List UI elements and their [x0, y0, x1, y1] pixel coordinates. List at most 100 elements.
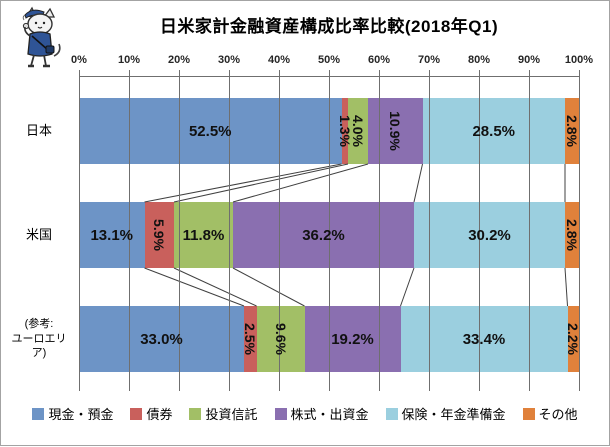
series-connector-line — [173, 163, 349, 203]
category-label-line: ユーロエリア) — [11, 332, 67, 360]
bar-segment-4: 19.2% — [304, 306, 401, 372]
legend-label: 現金・預金 — [48, 407, 114, 422]
data-label: 19.2% — [331, 330, 374, 348]
x-axis-tick-label: 70% — [417, 54, 441, 66]
axis-tickmark — [279, 70, 280, 76]
gridline — [179, 76, 180, 391]
bar-segment-3: 11.8% — [174, 202, 233, 268]
legend-swatch — [32, 407, 45, 420]
bar-segment-3: 4.0% — [348, 98, 368, 164]
data-label: 36.2% — [302, 226, 345, 244]
bar-segment-1: 33.0% — [79, 306, 244, 372]
data-label: 2.8% — [564, 219, 580, 251]
gridline — [479, 76, 480, 391]
axis-tickmark — [329, 70, 330, 76]
data-label: 30.2% — [468, 226, 511, 244]
x-axis-tick-label: 90% — [517, 54, 541, 66]
axis-tickmark — [479, 70, 480, 76]
bar-segment-5: 28.5% — [422, 98, 565, 164]
bar-segment-2: 5.9% — [144, 202, 174, 268]
gridline — [79, 76, 80, 391]
bar-segment-4: 36.2% — [233, 202, 414, 268]
legend-item: 現金・預金 — [32, 404, 113, 423]
x-axis-tick-label: 30% — [217, 54, 241, 66]
series-connector-line — [413, 163, 423, 203]
bar-segment-1: 13.1% — [79, 202, 145, 268]
legend-item: 保険・年金準備金 — [385, 404, 506, 423]
legend-swatch — [274, 407, 287, 420]
x-axis-tick-label: 10% — [117, 54, 141, 66]
category-label: 日本 — [7, 98, 71, 164]
gridline — [429, 76, 430, 391]
bar-segment-1: 52.5% — [79, 98, 342, 164]
data-label: 4.0% — [350, 115, 366, 147]
category-label-line: 米国 — [25, 227, 52, 243]
axis-tickmark — [429, 70, 430, 76]
axis-tickmark — [379, 70, 380, 76]
bar-segment-5: 33.4% — [400, 306, 568, 372]
category-label-line: 日本 — [25, 123, 52, 139]
axis-tickmark — [129, 70, 130, 76]
x-axis-tick-label: 50% — [317, 54, 341, 66]
legend-swatch — [130, 407, 143, 420]
x-axis-tick-label: 0% — [71, 54, 87, 66]
data-label: 2.8% — [564, 115, 580, 147]
data-label: 11.8% — [182, 226, 225, 244]
bar-segment-3: 9.6% — [256, 306, 305, 372]
gridline — [129, 76, 130, 391]
axis-tickmark — [179, 70, 180, 76]
legend-swatch — [385, 407, 398, 420]
data-label: 33.0% — [140, 330, 183, 348]
legend-swatch — [522, 407, 535, 420]
legend-label: 保険・年金準備金 — [401, 407, 506, 422]
bar-segment-6: 2.8% — [564, 98, 580, 164]
legend-item: 株式・出資金 — [274, 404, 369, 423]
data-label: 52.5% — [188, 122, 232, 140]
x-axis-tick-label: 20% — [167, 54, 191, 66]
data-label: 13.1% — [90, 226, 134, 244]
legend-item: その他 — [522, 404, 578, 423]
gridline — [529, 76, 530, 391]
legend-label: 株式・出資金 — [290, 407, 369, 422]
bar-segment-6: 2.2% — [565, 306, 581, 372]
legend-label: 投資信託 — [205, 407, 258, 422]
data-label: 28.5% — [472, 122, 516, 140]
bar-segment-2: 1.3% — [337, 98, 353, 164]
gridline — [579, 76, 580, 391]
legend-item: 債券 — [130, 404, 172, 423]
axis-tickmark — [529, 70, 530, 76]
bar-segment-6: 2.8% — [564, 202, 580, 268]
legend-swatch — [189, 407, 202, 420]
legend-label: その他 — [538, 407, 578, 422]
cat-mascot-icon — [14, 6, 66, 72]
series-connector-line — [144, 163, 342, 203]
legend-label: 債券 — [146, 407, 173, 422]
axis-line — [79, 76, 579, 77]
legend: 現金・預金 債券 投資信託 株式・出資金 保険・年金準備金 その他 — [7, 404, 603, 423]
series-connector-line — [232, 163, 369, 203]
axis-tickmark — [579, 70, 580, 76]
chart-title: 日米家計金融資産構成比率比較(2018年Q1) — [159, 17, 499, 36]
x-axis-tick-label: 60% — [367, 54, 391, 66]
gridline — [379, 76, 380, 391]
data-label: 33.4% — [462, 330, 506, 348]
gridline — [279, 76, 280, 391]
data-label: 5.9% — [151, 219, 168, 251]
gridline — [329, 76, 330, 391]
series-connector-line — [173, 267, 257, 307]
x-axis-tick-label: 100% — [564, 54, 594, 66]
data-label: 9.6% — [272, 323, 289, 355]
bar-segment-4: 10.9% — [368, 98, 423, 164]
series-connector-line — [564, 267, 568, 307]
legend-item: 投資信託 — [189, 404, 258, 423]
data-label: 10.9% — [387, 111, 404, 151]
axis-tickmark — [229, 70, 230, 76]
x-axis-tick-label: 80% — [467, 54, 491, 66]
data-label: 2.5% — [242, 323, 259, 355]
gridline — [229, 76, 230, 391]
series-connector-line — [232, 267, 305, 307]
category-label-line: (参考: — [24, 317, 54, 330]
category-label: 米国 — [7, 202, 71, 268]
data-label: 2.2% — [565, 323, 581, 355]
